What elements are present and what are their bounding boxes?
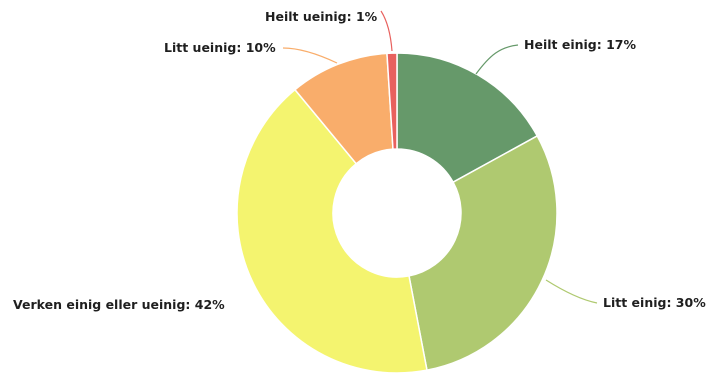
connector-heilt-einig xyxy=(475,44,519,75)
data-label-litt-ueinig: Litt ueinig: 10% xyxy=(164,40,276,55)
connector-heilt-ueinig xyxy=(380,10,393,52)
data-label-litt-einig: Litt einig: 30% xyxy=(603,295,706,310)
data-label-heilt-einig: Heilt einig: 17% xyxy=(524,37,636,52)
data-label-heilt-ueinig: Heilt ueinig: 1% xyxy=(265,9,378,24)
slice-heilt-einig[interactable] xyxy=(396,52,539,184)
connector-litt-einig xyxy=(545,279,598,304)
labels-group: Heilt einig: 17% Litt einig: 30% Verken … xyxy=(13,9,706,312)
slice-heilt-ueinig[interactable] xyxy=(386,52,398,150)
slices-group xyxy=(236,52,558,374)
connector-litt-ueinig xyxy=(282,47,338,64)
data-label-verken-einig-eller-ueinig: Verken einig eller ueinig: 42% xyxy=(13,297,225,312)
slice-litt-einig[interactable] xyxy=(408,134,558,372)
connectors-group xyxy=(282,10,598,304)
slice-verken-einig-eller-ueinig[interactable] xyxy=(236,88,428,374)
